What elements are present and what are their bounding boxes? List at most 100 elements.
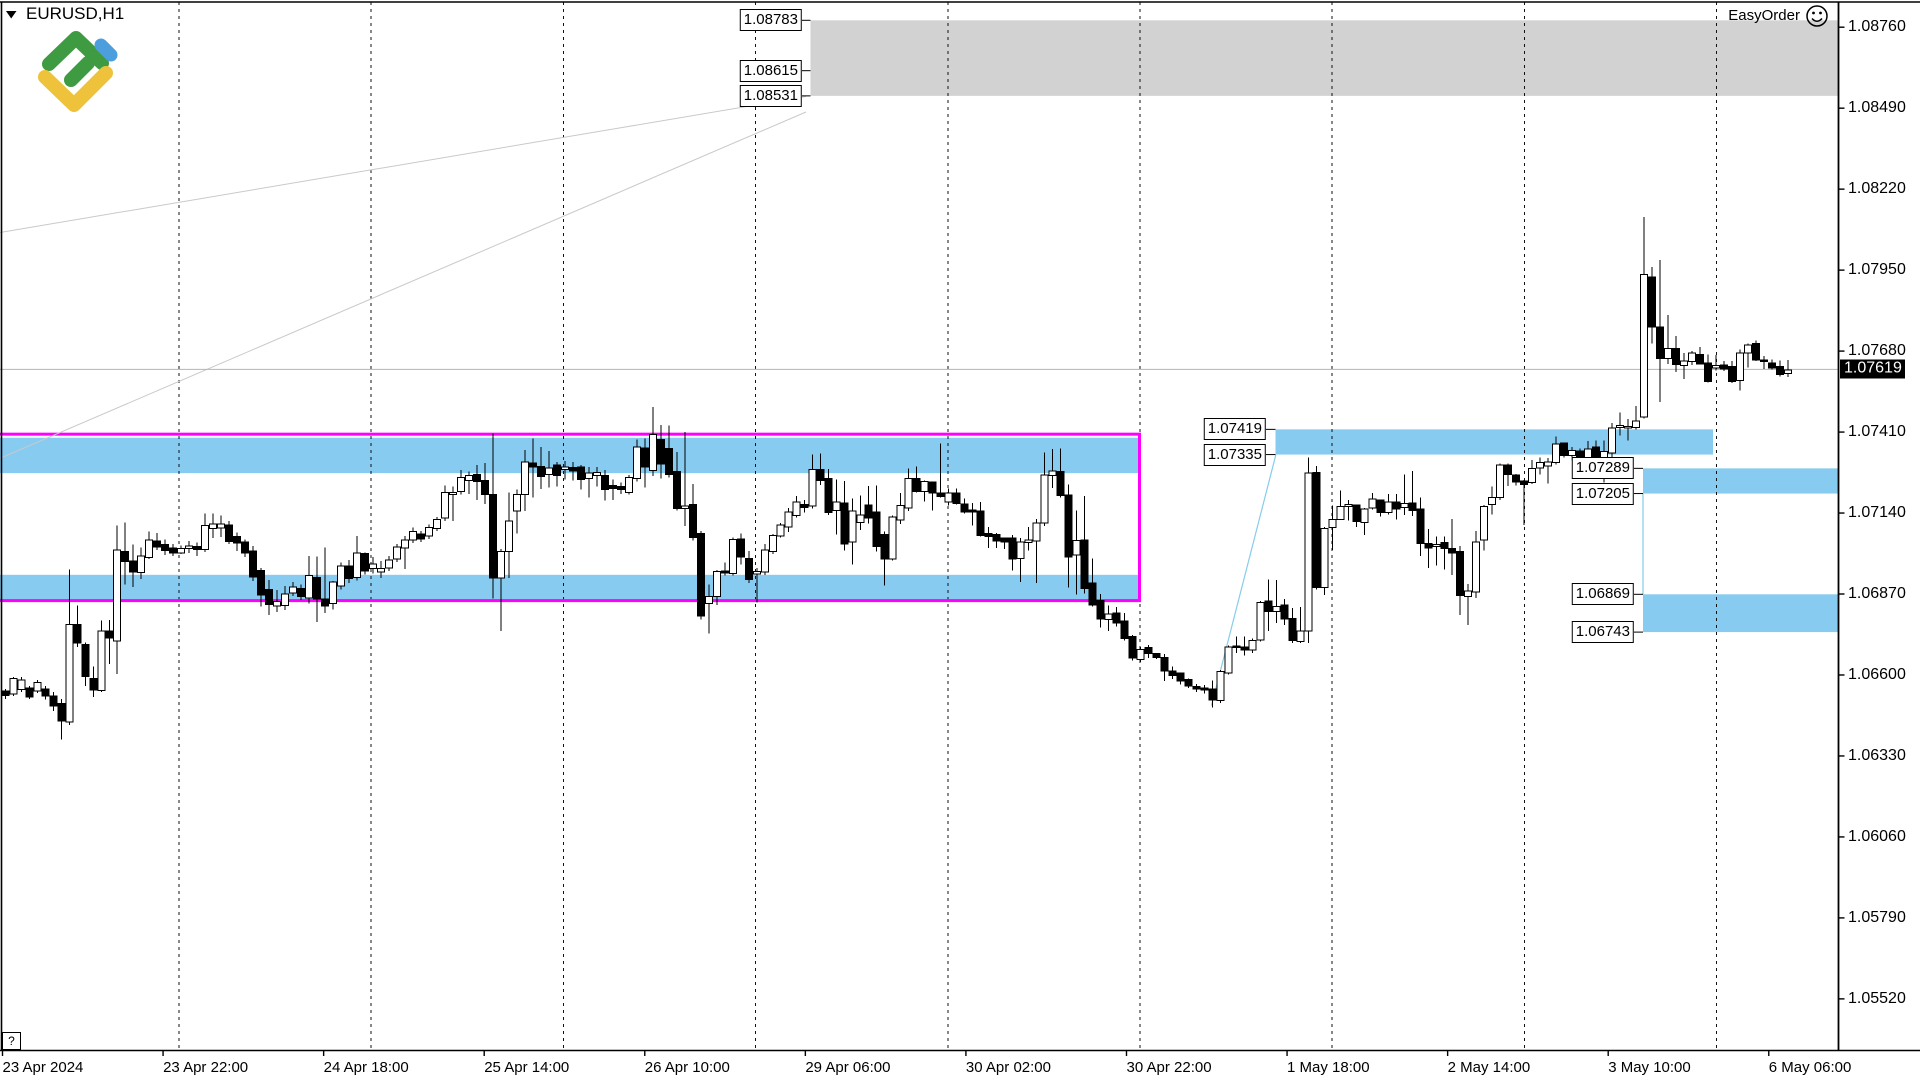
- zone-price-label[interactable]: 1.08531: [739, 84, 802, 107]
- candle-body-up: [496, 551, 505, 579]
- candle-body-up: [1432, 544, 1441, 548]
- price-axis-label: 1.08760: [1848, 18, 1906, 36]
- candle-body-up: [584, 472, 593, 480]
- candle-body-down: [744, 557, 753, 580]
- candle-body-down: [1512, 474, 1521, 483]
- candle-body-up: [680, 505, 689, 510]
- candle-body-down: [241, 541, 250, 554]
- time-axis-label: 6 May 06:00: [1768, 1058, 1852, 1076]
- time-axis-label: 1 May 18:00: [1287, 1058, 1370, 1076]
- candle-body-down: [1768, 362, 1777, 369]
- candle-body-down: [57, 702, 66, 722]
- candle-body-up: [1624, 426, 1633, 429]
- candle-body-down: [265, 589, 274, 606]
- candle-body-up: [464, 474, 473, 482]
- candle-body-up: [201, 525, 210, 551]
- candle-body-up: [1072, 540, 1081, 556]
- candle-body-down: [1096, 600, 1105, 620]
- supply-zone-rect[interactable]: [810, 20, 1839, 96]
- blue-zone-band-1[interactable]: [0, 574, 1140, 601]
- current-price-badge: 1.07619: [1840, 359, 1905, 379]
- candle-body-down: [1656, 326, 1665, 359]
- candle-body-up: [512, 494, 521, 512]
- candle-body-up: [353, 552, 362, 579]
- candle-body-up: [393, 546, 402, 560]
- candle-body-up: [1744, 344, 1753, 354]
- candle-body-down: [1704, 362, 1713, 383]
- symbol-timeframe-label[interactable]: EURUSD,H1: [26, 4, 125, 23]
- symbol-dropdown-icon[interactable]: [6, 11, 17, 19]
- zone-price-label[interactable]: 1.06869: [1571, 583, 1634, 606]
- time-axis-label: 25 Apr 14:00: [484, 1058, 570, 1076]
- candle-body-down: [225, 524, 234, 543]
- candle-body-down: [600, 474, 609, 491]
- candle-body-up: [329, 581, 338, 605]
- candle-body-down: [25, 687, 34, 698]
- candle-body-down: [696, 532, 705, 617]
- zone-price-label[interactable]: 1.07335: [1203, 443, 1266, 466]
- candle-body-up: [784, 511, 793, 528]
- candle-body-down: [129, 560, 138, 573]
- candle-body-up: [632, 446, 641, 480]
- candle-body-up: [409, 531, 418, 541]
- candle-body-down: [1264, 600, 1273, 613]
- candle-body-down: [1128, 636, 1137, 659]
- smiley-icon: [1806, 5, 1828, 27]
- logo-stroke: [38, 66, 113, 112]
- candle-body-up: [448, 492, 457, 496]
- price-axis-label: 1.07140: [1848, 504, 1906, 522]
- candle-body-up: [17, 679, 26, 690]
- magenta-range-rect[interactable]: [0, 432, 1141, 603]
- candle-body-up: [504, 520, 513, 553]
- candle-body-down: [992, 533, 1001, 542]
- candle-body-down: [720, 570, 729, 574]
- candle-body-up: [9, 678, 18, 695]
- candle-body-down: [1312, 471, 1321, 589]
- candle-body-down: [1088, 582, 1097, 606]
- candle-body-down: [840, 502, 849, 545]
- candle-body-down: [800, 503, 809, 509]
- candle-body-up: [281, 593, 290, 606]
- candle-body-up: [1368, 498, 1377, 509]
- price-axis-label: 1.06060: [1848, 827, 1906, 845]
- candle-body-down: [968, 509, 977, 513]
- zone-price-label[interactable]: 1.08615: [739, 59, 802, 82]
- zone-price-label[interactable]: 1.07205: [1571, 482, 1634, 505]
- candle-body-down: [193, 546, 202, 550]
- gray-ray-upper[interactable]: [0, 96, 807, 233]
- candle-body-up: [624, 476, 633, 494]
- candle-body-down: [1000, 537, 1009, 543]
- broker-logo[interactable]: [38, 31, 118, 112]
- blue-zone-band-2[interactable]: [1275, 429, 1714, 455]
- zone-price-label[interactable]: 1.07419: [1203, 418, 1266, 441]
- candle-body-up: [1360, 508, 1369, 523]
- candle-body-down: [664, 447, 673, 475]
- candle-body-down: [169, 547, 178, 554]
- candle-body-up: [97, 630, 106, 692]
- time-axis-label: 23 Apr 2024: [2, 1058, 84, 1076]
- zone-price-label[interactable]: 1.08783: [739, 9, 802, 32]
- cyan-projection[interactable]: [1210, 454, 1277, 706]
- candle-body-down: [936, 492, 945, 498]
- gray-ray-lower[interactable]: [0, 111, 807, 459]
- candle-body-down: [257, 570, 266, 596]
- candle-body-up: [1040, 474, 1049, 524]
- zone-price-label[interactable]: 1.06743: [1571, 621, 1634, 644]
- candle-body-down: [1752, 342, 1761, 361]
- candle-body-down: [1, 690, 10, 696]
- candle-body-up: [1496, 464, 1505, 499]
- price-axis-label: 1.06600: [1848, 665, 1906, 683]
- candle-body-up: [648, 433, 657, 471]
- candle-body-up: [185, 545, 194, 549]
- candle-body-down: [576, 466, 585, 480]
- candle-body-up: [337, 565, 346, 587]
- zone-price-label[interactable]: 1.07289: [1571, 457, 1634, 480]
- candle-body-up: [1320, 527, 1329, 589]
- candle-body-up: [1296, 630, 1305, 643]
- help-button[interactable]: ?: [2, 1032, 21, 1050]
- blue-zone-band-3[interactable]: [1643, 468, 1839, 494]
- candle-body-down: [608, 485, 617, 490]
- candle-body-up: [1480, 506, 1489, 541]
- blue-zone-band-4[interactable]: [1643, 594, 1839, 633]
